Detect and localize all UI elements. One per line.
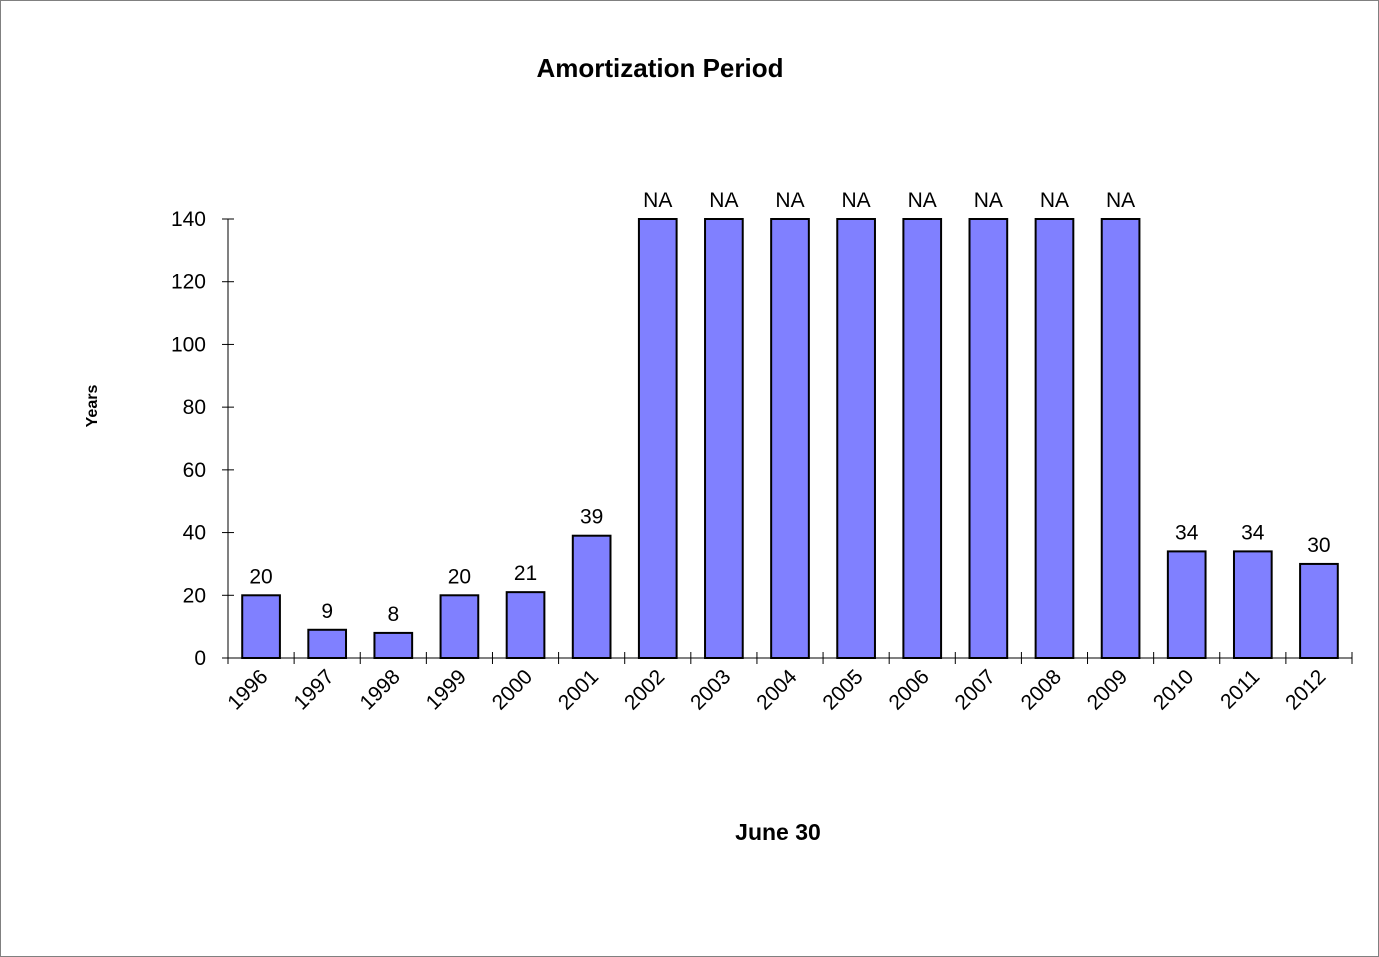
x-tick-label-2006: 2006 <box>884 665 933 714</box>
x-tick-label-2005: 2005 <box>818 665 867 714</box>
x-tick-label-1996: 1996 <box>223 665 272 714</box>
y-tick-label-20: 20 <box>183 584 206 607</box>
data-label-2004: NA <box>775 189 804 212</box>
bar-2007 <box>968 218 1009 659</box>
bar-2003 <box>704 218 744 659</box>
bar-2006 <box>902 218 943 659</box>
data-label-1999: 20 <box>448 565 471 588</box>
x-tick-label-2001: 2001 <box>554 665 603 714</box>
data-label-2011: 34 <box>1241 521 1265 544</box>
x-tick-label-1997: 1997 <box>289 665 338 714</box>
bar-2001 <box>571 534 612 660</box>
bar-2004 <box>770 218 810 659</box>
y-tick-label-120: 120 <box>171 271 206 294</box>
bars-layer <box>241 218 1339 660</box>
data-label-2002: NA <box>643 189 672 212</box>
y-tick-label-40: 40 <box>183 522 206 545</box>
data-label-2006: NA <box>908 189 937 212</box>
bar-2000 <box>505 591 546 660</box>
axes-layer <box>222 218 1353 664</box>
bar-1997 <box>307 628 348 660</box>
bar-2010 <box>1166 550 1207 660</box>
y-tick-label-60: 60 <box>183 459 206 482</box>
x-tick-label-2000: 2000 <box>488 665 537 714</box>
data-label-1996: 20 <box>249 565 272 588</box>
data-label-1998: 8 <box>387 603 399 626</box>
x-tick-label-2012: 2012 <box>1281 665 1330 714</box>
data-label-2012: 30 <box>1307 534 1330 557</box>
x-tick-label-2010: 2010 <box>1149 665 1198 714</box>
y-tick-label-0: 0 <box>194 647 206 670</box>
x-axis-label: June 30 <box>735 819 821 845</box>
data-label-2009: NA <box>1106 189 1135 212</box>
bar-2002 <box>637 218 678 659</box>
x-tick-label-1998: 1998 <box>356 665 405 714</box>
x-tick-label-2003: 2003 <box>686 665 735 714</box>
x-tick-label-2011: 2011 <box>1216 665 1264 713</box>
data-label-1997: 9 <box>321 600 333 623</box>
x-tick-label-2002: 2002 <box>620 665 669 714</box>
bar-2011 <box>1232 550 1273 660</box>
bar-2008 <box>1034 218 1075 659</box>
data-label-2001: 39 <box>580 506 603 529</box>
x-tick-label-2008: 2008 <box>1017 665 1066 714</box>
y-tick-label-100: 100 <box>171 333 206 356</box>
bar-2009 <box>1100 218 1141 659</box>
bar-2012 <box>1299 562 1339 659</box>
data-label-2010: 34 <box>1175 521 1199 544</box>
x-tick-label-2004: 2004 <box>752 665 802 715</box>
bar-2005 <box>836 218 876 659</box>
y-tick-label-140: 140 <box>171 208 206 231</box>
bar-1999 <box>439 594 480 659</box>
bar-1998 <box>373 631 414 659</box>
y-axis-label: Years <box>84 385 101 428</box>
data-label-2007: NA <box>974 189 1003 212</box>
x-tick-label-2007: 2007 <box>951 665 1000 714</box>
bar-1996 <box>241 594 281 659</box>
y-tick-label-80: 80 <box>183 396 206 419</box>
x-tick-label-1999: 1999 <box>422 665 471 714</box>
data-label-2005: NA <box>842 189 871 212</box>
chart-title: Amortization Period <box>536 53 783 83</box>
x-tick-label-2009: 2009 <box>1083 665 1132 714</box>
data-label-2000: 21 <box>514 562 537 585</box>
data-label-2008: NA <box>1040 189 1069 212</box>
data-label-2003: NA <box>709 189 738 212</box>
